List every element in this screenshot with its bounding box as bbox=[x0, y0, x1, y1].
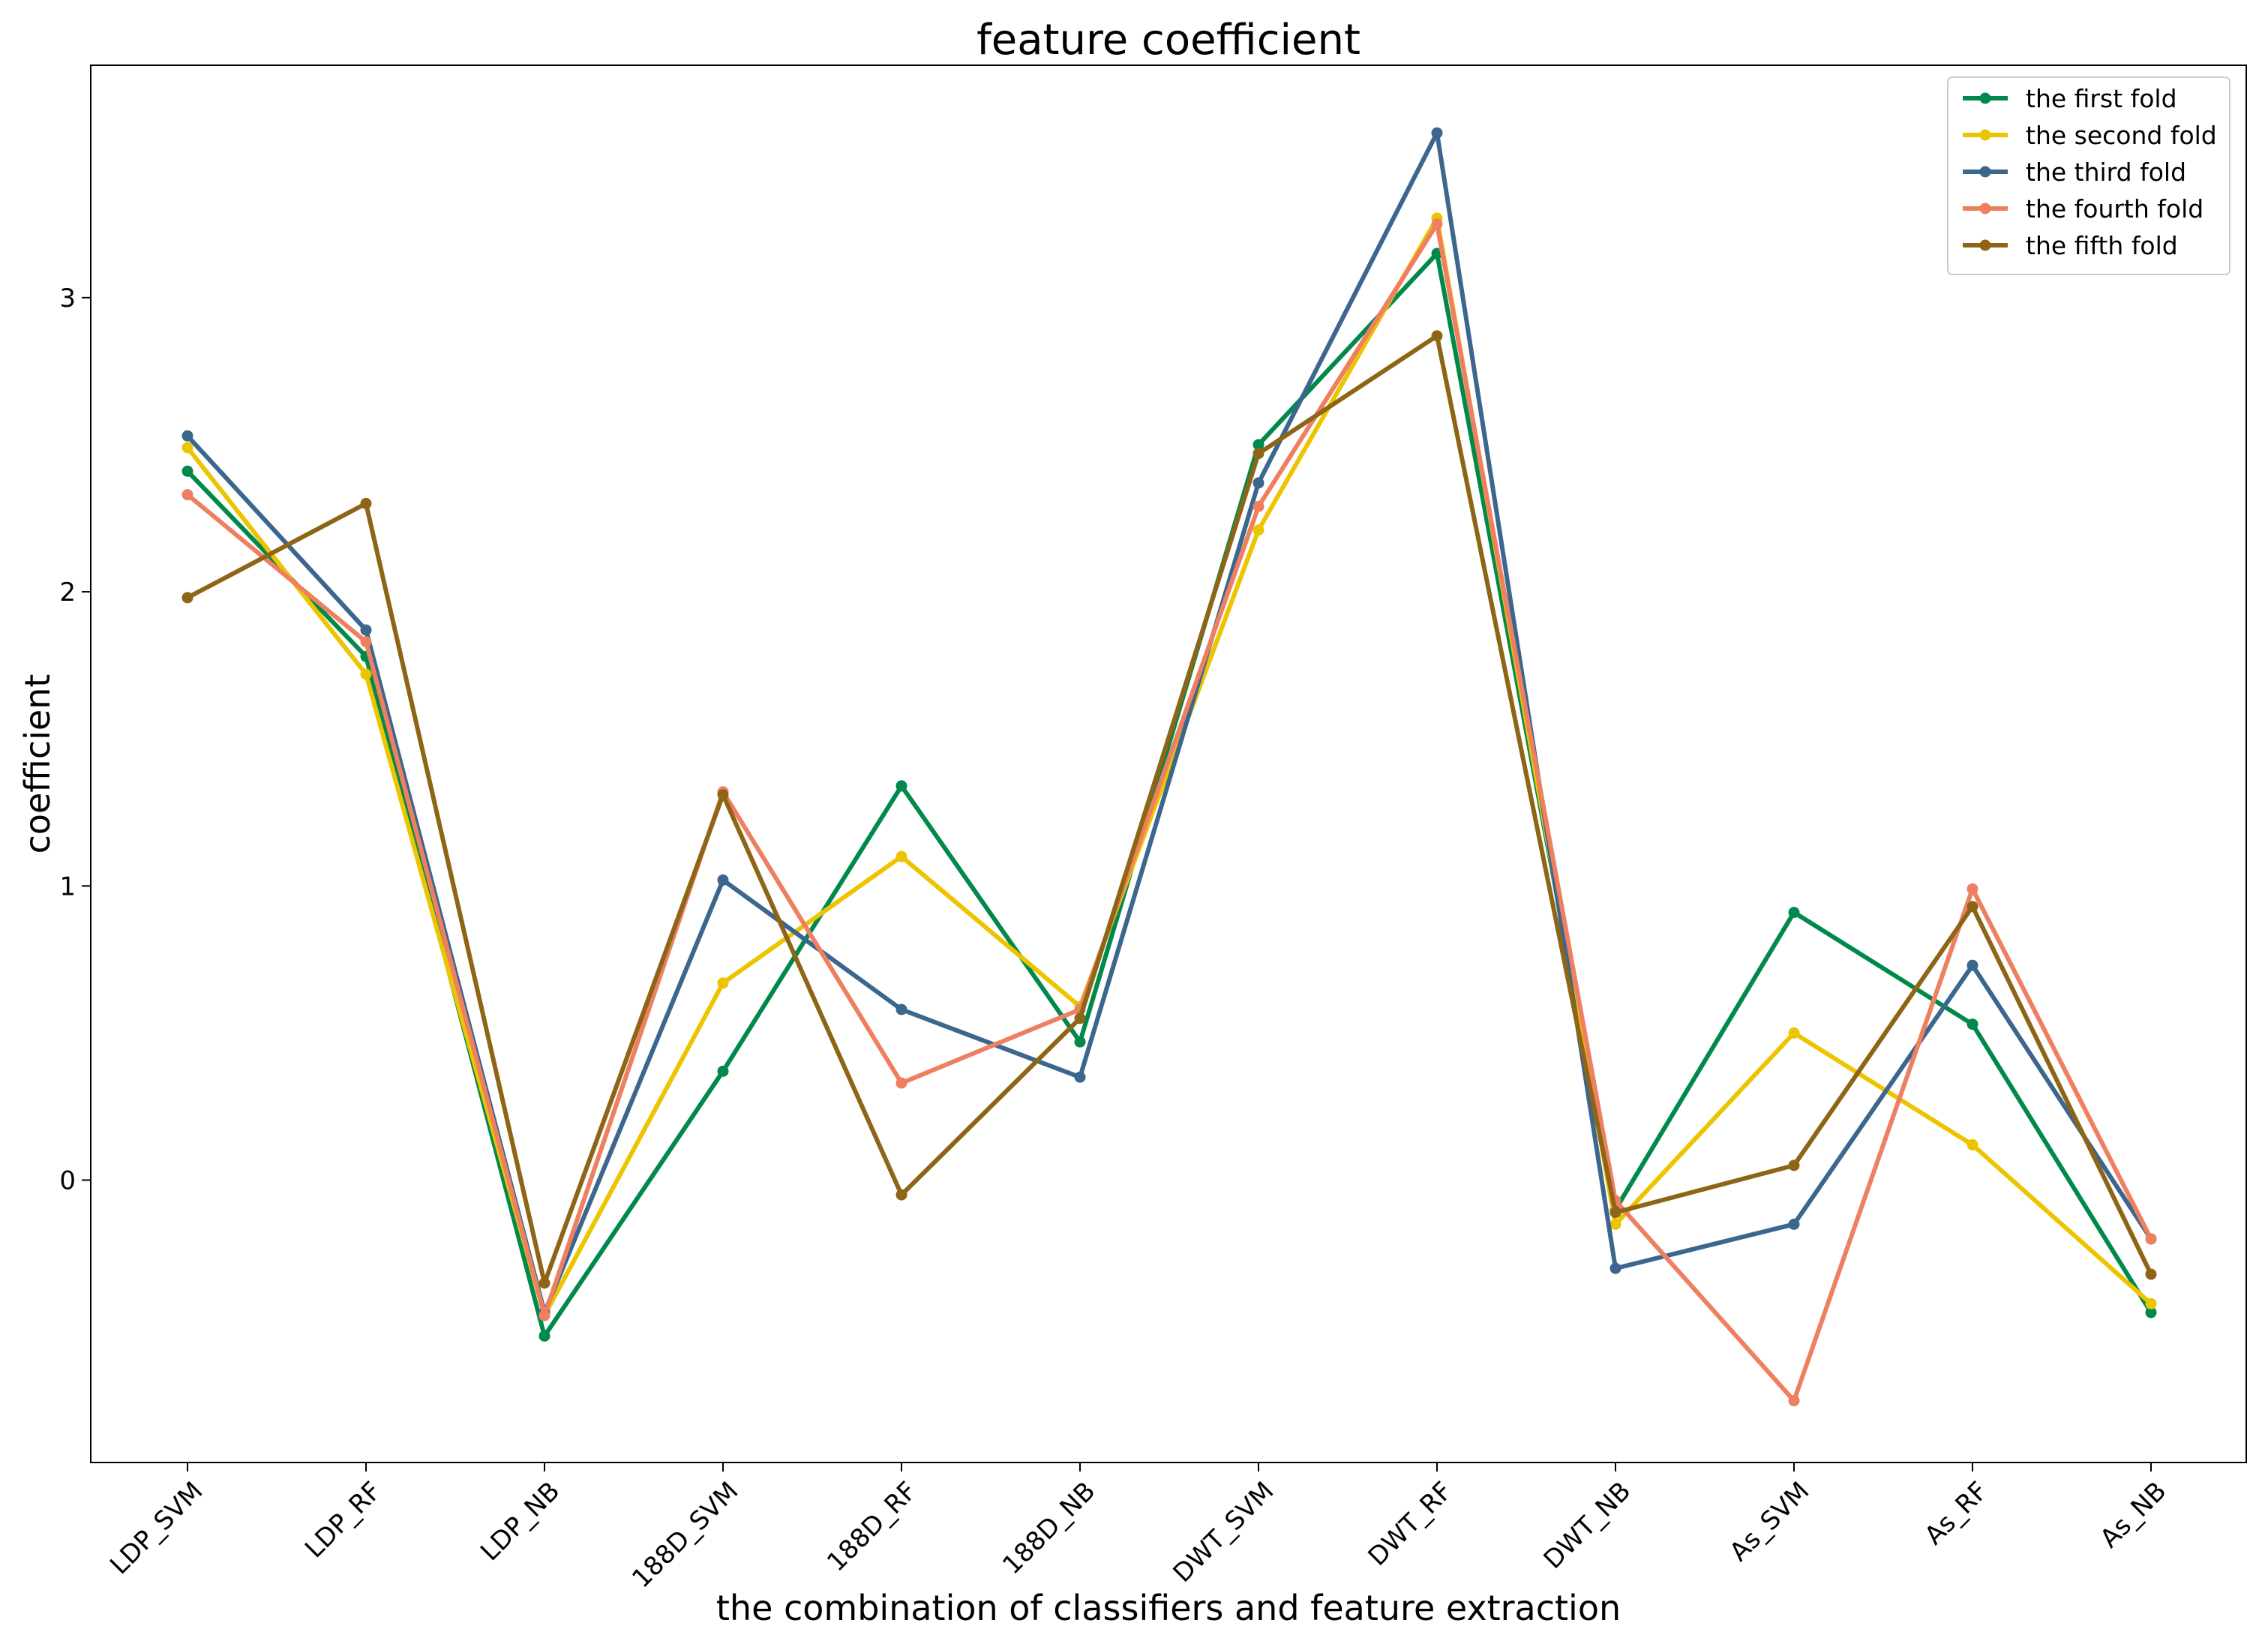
data-point bbox=[182, 489, 194, 501]
data-point bbox=[1788, 1395, 1800, 1407]
data-point bbox=[538, 1330, 550, 1342]
data-point bbox=[360, 497, 372, 509]
data-point bbox=[717, 789, 729, 801]
legend-item: the fifth fold bbox=[1963, 231, 2178, 260]
legend-label: the first fold bbox=[2026, 84, 2177, 113]
legend-item: the first fold bbox=[1963, 84, 2177, 113]
legend-marker bbox=[1979, 92, 1991, 104]
data-point bbox=[1966, 959, 1978, 971]
legend-label: the second fold bbox=[2026, 121, 2217, 150]
data-point bbox=[1252, 448, 1264, 460]
legend-marker bbox=[1979, 239, 1991, 251]
data-point bbox=[360, 636, 372, 648]
series-5 bbox=[182, 330, 2157, 1289]
data-point bbox=[1252, 439, 1264, 451]
data-point bbox=[1431, 127, 1443, 139]
y-axis-label: coefficient bbox=[17, 674, 58, 854]
legend-item: the third fold bbox=[1963, 158, 2186, 187]
data-point bbox=[896, 1004, 908, 1016]
data-point bbox=[896, 850, 908, 862]
y-tick-label: 2 bbox=[59, 578, 76, 608]
data-point bbox=[717, 1065, 729, 1077]
data-point bbox=[1610, 1207, 1622, 1219]
legend-box bbox=[1947, 76, 2230, 275]
data-point bbox=[538, 1310, 550, 1322]
data-point bbox=[1431, 330, 1443, 342]
data-point bbox=[1966, 883, 1978, 895]
data-point bbox=[182, 465, 194, 477]
series-line bbox=[186, 221, 2153, 1403]
data-point bbox=[1252, 524, 1264, 536]
y-tick-label: 3 bbox=[59, 284, 76, 314]
data-point bbox=[1610, 1262, 1622, 1274]
data-point bbox=[1966, 1138, 1978, 1150]
data-point bbox=[182, 592, 194, 604]
data-point bbox=[360, 624, 372, 636]
data-point bbox=[1252, 500, 1264, 512]
legend-label: the fourth fold bbox=[2026, 194, 2204, 224]
data-point bbox=[1966, 1018, 1978, 1030]
data-point bbox=[896, 780, 908, 792]
legend: the first fold the second fold the third f… bbox=[1947, 76, 2230, 275]
data-point bbox=[1610, 1218, 1622, 1230]
legend-marker bbox=[1979, 202, 1991, 214]
data-point bbox=[360, 668, 372, 680]
data-point bbox=[1431, 218, 1443, 230]
data-point bbox=[1966, 901, 1978, 913]
data-point bbox=[538, 1277, 550, 1289]
data-point bbox=[717, 977, 729, 989]
legend-marker bbox=[1979, 166, 1991, 178]
data-point bbox=[182, 442, 194, 454]
y-tick-label: 0 bbox=[59, 1166, 76, 1196]
legend-marker bbox=[1979, 129, 1991, 141]
x-axis-label: the combination of classifiers and featu… bbox=[716, 1588, 1621, 1628]
plot-frame bbox=[90, 64, 2247, 1463]
data-point bbox=[1788, 1027, 1800, 1039]
data-point bbox=[1074, 1036, 1086, 1048]
data-point bbox=[2145, 1306, 2157, 1318]
y-tick-label: 1 bbox=[59, 872, 76, 902]
legend-item: the fourth fold bbox=[1963, 194, 2204, 224]
data-point bbox=[896, 1189, 908, 1201]
data-point bbox=[1074, 1012, 1086, 1024]
data-point bbox=[2145, 1268, 2157, 1280]
data-point bbox=[182, 430, 194, 442]
data-point bbox=[1074, 1071, 1086, 1083]
data-point bbox=[896, 1077, 908, 1089]
legend-label: the fifth fold bbox=[2026, 231, 2178, 260]
data-point bbox=[1788, 1160, 1800, 1172]
data-point bbox=[2145, 1298, 2157, 1310]
data-point bbox=[2145, 1233, 2157, 1245]
data-point bbox=[1252, 477, 1264, 489]
series-line bbox=[186, 333, 2153, 1286]
data-point bbox=[717, 874, 729, 886]
chart-title: feature coefficient bbox=[976, 16, 1360, 64]
legend-label: the third fold bbox=[2026, 158, 2186, 187]
legend-item: the second fold bbox=[1963, 121, 2217, 150]
data-point bbox=[1788, 1218, 1800, 1230]
data-point bbox=[1788, 907, 1800, 919]
